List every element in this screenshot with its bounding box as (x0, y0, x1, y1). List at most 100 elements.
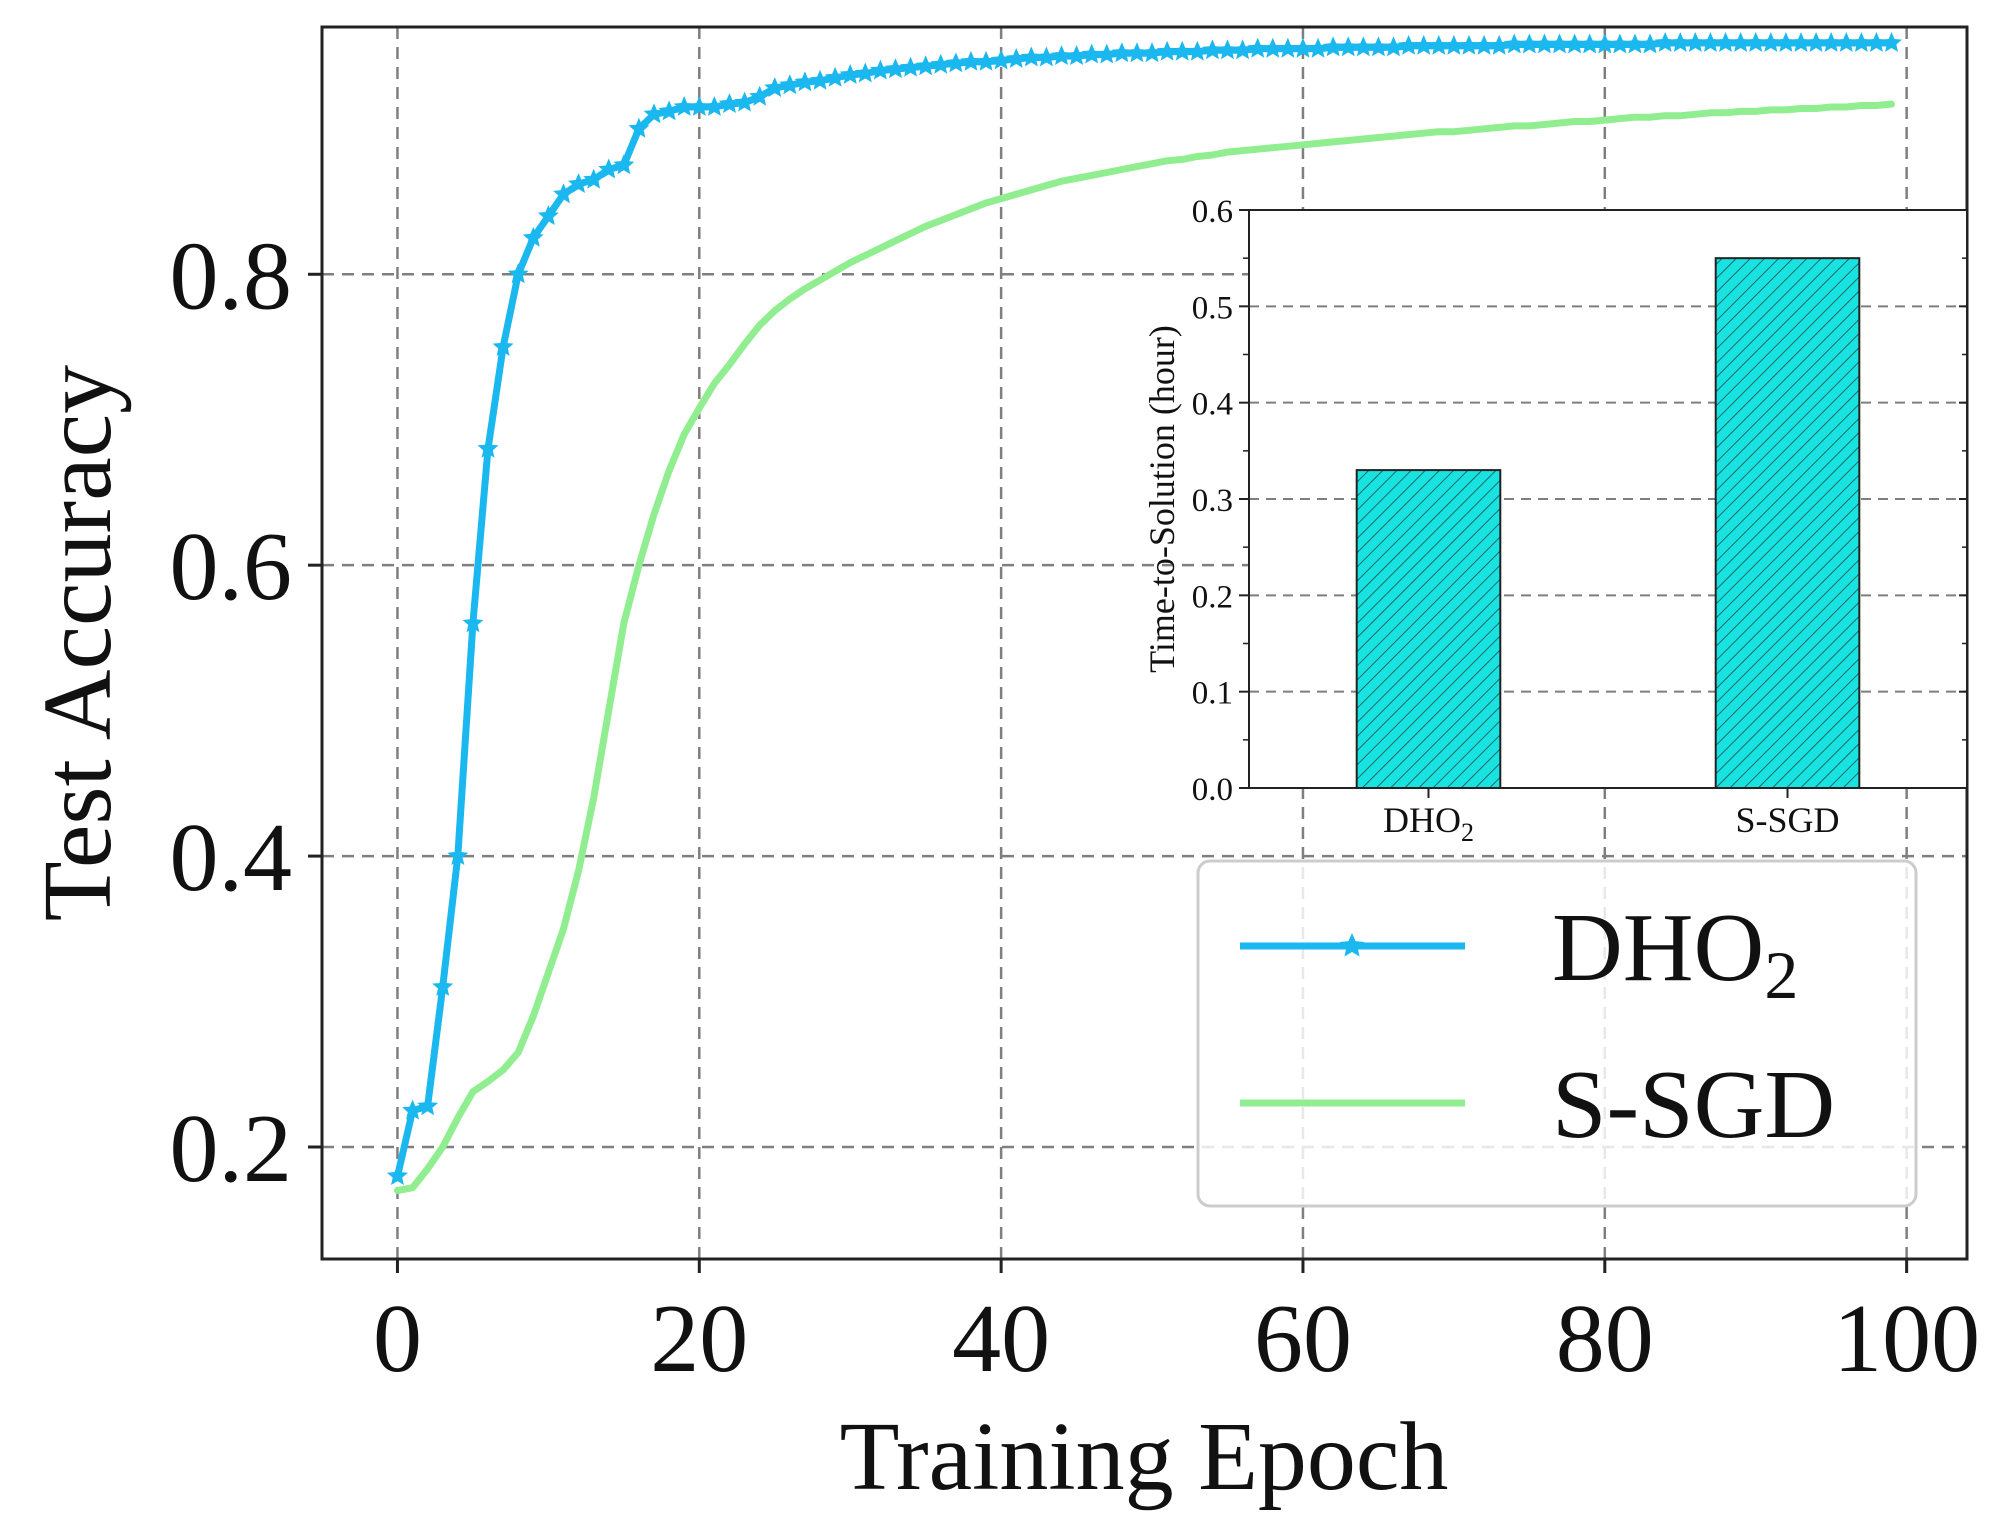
data-point-dho2 (719, 93, 740, 113)
data-point-dho2 (1337, 36, 1359, 57)
legend-item-dho2: DHO2 (1240, 894, 1798, 1013)
data-point-dho2 (1835, 32, 1857, 52)
data-point-dho2 (1368, 36, 1389, 57)
data-point-dho2 (1534, 33, 1555, 54)
data-point-dho2 (1579, 33, 1601, 54)
data-point-dho2 (1503, 33, 1525, 54)
data-point-dho2 (1413, 34, 1435, 55)
data-point-dho2 (1715, 32, 1736, 52)
data-point-dho2 (1141, 42, 1163, 63)
data-point-dho2 (1156, 40, 1178, 61)
data-point-dho2 (1518, 33, 1540, 54)
inset-x-tick-label-sub: 2 (1461, 818, 1474, 847)
inset-bar-dho2 (1355, 469, 1502, 789)
data-point-dho2 (960, 50, 982, 71)
data-point-dho2 (1217, 39, 1238, 60)
data-point-dho2 (1005, 48, 1027, 68)
data-point-dho2 (1700, 32, 1721, 52)
data-point-dho2 (387, 1165, 408, 1185)
inset-ticks: 0.0 0.1 0.2 0.3 0.4 0.5 0.6 DHO2 S-SGD (1192, 194, 1967, 847)
x-tick-label: 80 (1556, 1285, 1654, 1393)
x-tick-label: 20 (650, 1285, 748, 1393)
data-point-dho2 (1820, 32, 1842, 52)
inset-bar-ssgd (1714, 257, 1861, 789)
inset-chart: 0.0 0.1 0.2 0.3 0.4 0.5 0.6 DHO2 S-SGD Time-to-S… (1142, 194, 1968, 847)
y-tick-label: 0.8 (170, 222, 293, 330)
inset-y-tick-label: 0.6 (1192, 194, 1233, 230)
inset-x-tick-label-main: S-SGD (1735, 800, 1839, 840)
data-point-dho2 (1051, 45, 1072, 65)
x-tick-label: 40 (952, 1285, 1050, 1393)
legend-label-ssgd: S-SGD (1552, 1051, 1835, 1159)
data-point-dho2 (1352, 36, 1374, 57)
data-point-dho2 (477, 437, 499, 458)
inset-y-axis-label: Time-to-Solution (hour) (1142, 325, 1182, 673)
data-point-dho2 (432, 976, 454, 996)
data-point-dho2 (1594, 33, 1616, 54)
data-point-dho2 (1443, 34, 1465, 55)
data-point-dho2 (1126, 42, 1148, 63)
data-point-dho2 (900, 56, 921, 77)
inset-y-tick-label: 0.1 (1192, 676, 1233, 712)
legend-star-marker (1339, 933, 1365, 957)
data-point-dho2 (930, 53, 952, 74)
data-point-dho2 (975, 50, 997, 71)
x-tick-label: 100 (1833, 1285, 1980, 1393)
legend-item-ssgd: S-SGD (1240, 1051, 1835, 1159)
main-x-axis-label: Training Epoch (840, 1403, 1449, 1511)
data-point-dho2 (628, 117, 650, 138)
inset-y-tick-label: 0.2 (1192, 579, 1233, 615)
data-point-dho2 (1805, 32, 1827, 52)
data-point-dho2 (809, 69, 831, 90)
data-point-dho2 (915, 55, 937, 76)
data-point-dho2 (1473, 34, 1495, 55)
inset-x-tick-label: DHO2 (1383, 800, 1474, 847)
inset-y-tick-label: 0.4 (1192, 387, 1233, 423)
data-point-dho2 (1398, 34, 1420, 55)
data-point-dho2 (1564, 33, 1586, 54)
data-point-dho2 (1549, 33, 1570, 54)
data-point-dho2 (1881, 32, 1902, 52)
data-point-dho2 (507, 263, 529, 284)
data-point-dho2 (945, 52, 967, 73)
data-point-dho2 (1277, 37, 1299, 58)
data-point-dho2 (1202, 39, 1223, 60)
data-point-dho2 (1171, 40, 1193, 61)
legend-label-dho2-main: DHO (1552, 894, 1764, 1002)
data-point-dho2 (613, 154, 635, 175)
legend: DHO2 S-SGD (1196, 859, 1918, 1208)
data-point-dho2 (447, 845, 469, 865)
inset-bars (1249, 257, 1967, 789)
data-point-dho2 (1262, 37, 1284, 58)
data-point-dho2 (673, 96, 695, 116)
data-point-dho2 (1745, 32, 1767, 52)
data-point-dho2 (1790, 32, 1812, 52)
data-point-dho2 (854, 62, 876, 83)
data-point-dho2 (990, 49, 1012, 70)
data-point-dho2 (1684, 32, 1706, 52)
data-point-dho2 (568, 173, 589, 193)
legend-label-dho2-sub: 2 (1764, 937, 1798, 1013)
data-point-dho2 (1866, 32, 1887, 52)
data-point-dho2 (1066, 45, 1087, 65)
data-point-dho2 (1111, 42, 1133, 63)
data-point-dho2 (658, 100, 680, 121)
data-point-dho2 (1428, 34, 1450, 55)
data-point-dho2 (537, 205, 559, 225)
series-line-dho2 (394, 39, 1895, 1180)
data-point-dho2 (885, 58, 906, 79)
main-ticks: 0 20 40 60 80 100 0.2 0.4 0.6 0.8 (170, 222, 1981, 1393)
data-point-dho2 (583, 168, 605, 189)
data-point-dho2 (839, 64, 861, 84)
data-point-dho2 (779, 74, 801, 95)
inset-y-tick-label: 0.3 (1192, 483, 1233, 519)
main-y-axis-label: Test Accuracy (24, 365, 132, 921)
data-point-dho2 (749, 85, 771, 106)
data-point-dho2 (1488, 34, 1510, 55)
y-tick-label: 0.6 (170, 513, 293, 621)
inset-x-tick-label-main: DHO (1383, 800, 1461, 840)
data-point-dho2 (492, 336, 514, 356)
data-point-dho2 (598, 158, 620, 179)
